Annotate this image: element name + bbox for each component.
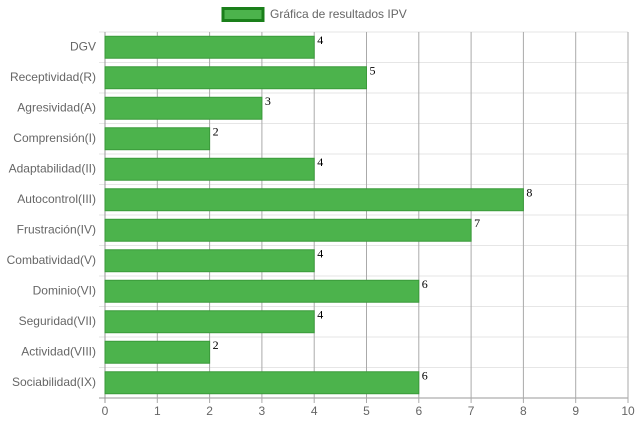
y-tick-label: Seguridad(VII) <box>19 314 96 328</box>
x-tick-label: 9 <box>572 404 579 418</box>
x-tick-label: 10 <box>621 404 635 418</box>
x-tick-label: 1 <box>154 404 161 418</box>
value-label: 4 <box>317 33 323 47</box>
bar <box>104 188 524 212</box>
x-tick-label: 7 <box>468 404 475 418</box>
bar <box>104 371 420 395</box>
x-tick-label: 8 <box>520 404 527 418</box>
y-tick-label: Agresividad(A) <box>17 100 96 114</box>
x-tick-label: 6 <box>415 404 422 418</box>
value-label: 8 <box>526 186 532 200</box>
bar <box>104 96 263 120</box>
legend-label: Gráfica de resultados IPV <box>270 7 407 21</box>
y-tick-label: Adaptabilidad(II) <box>9 161 96 175</box>
y-tick-label: Actividad(VIII) <box>21 344 96 358</box>
x-tick-label: 4 <box>311 404 318 418</box>
bar <box>104 249 315 273</box>
y-tick-label: Autocontrol(III) <box>17 192 96 206</box>
y-tick-label: Combatividad(V) <box>7 253 96 267</box>
y-tick-label: Comprensión(I) <box>13 131 96 145</box>
bar <box>104 157 315 181</box>
value-label: 4 <box>317 155 323 169</box>
x-tick-label: 0 <box>102 404 109 418</box>
value-label: 6 <box>422 277 428 291</box>
value-label: 4 <box>317 247 323 261</box>
y-tick-label: Dominio(VI) <box>33 283 96 297</box>
value-label: 2 <box>213 125 219 139</box>
bar <box>104 310 315 334</box>
y-tick-label: Frustración(IV) <box>17 222 96 236</box>
bar <box>104 35 315 59</box>
value-label: 3 <box>265 94 271 108</box>
y-tick-label: Sociabilidad(IX) <box>12 375 96 389</box>
bar <box>104 340 211 364</box>
value-label: 2 <box>213 338 219 352</box>
bar <box>104 66 367 90</box>
y-tick-label: DGV <box>70 39 96 53</box>
x-tick-label: 5 <box>363 404 370 418</box>
bar <box>104 218 472 242</box>
bar <box>104 279 420 303</box>
y-tick-label: Receptividad(R) <box>10 70 96 84</box>
x-tick-label: 2 <box>206 404 213 418</box>
value-label: 7 <box>474 216 480 230</box>
x-tick-label: 3 <box>259 404 266 418</box>
value-label: 5 <box>370 64 376 78</box>
value-label: 6 <box>422 369 428 383</box>
legend-swatch <box>221 7 265 22</box>
value-label: 4 <box>317 308 323 322</box>
bar <box>104 127 211 151</box>
